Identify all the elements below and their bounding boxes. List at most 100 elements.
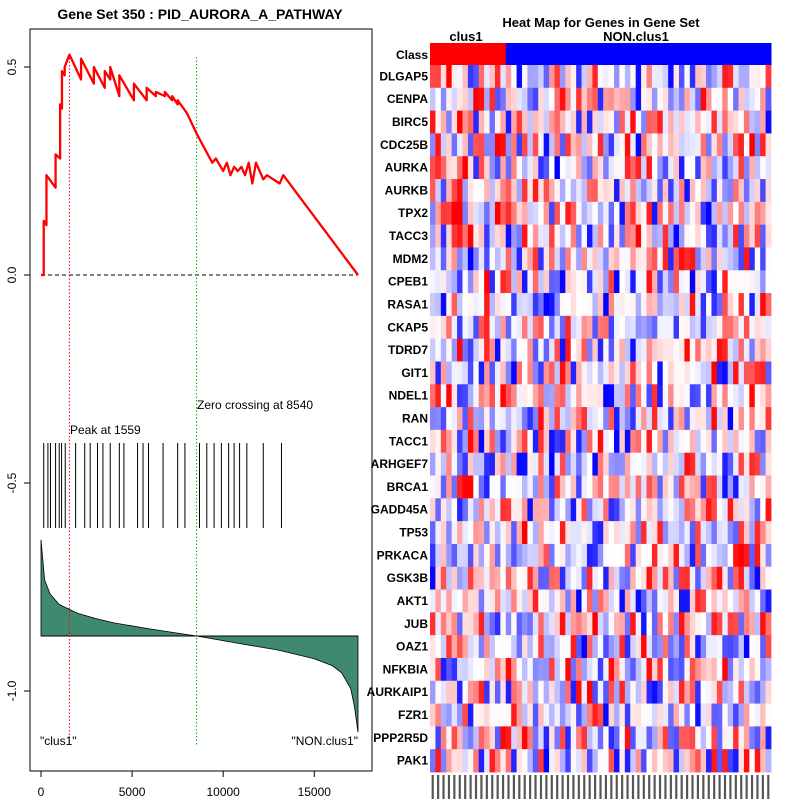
heatmap-cell xyxy=(689,407,696,431)
heatmap-cell xyxy=(678,270,685,294)
heatmap-cell xyxy=(430,361,436,385)
heatmap-cell xyxy=(484,65,490,89)
heatmap-cell xyxy=(706,589,712,613)
heatmap-cell xyxy=(608,247,615,271)
heatmap-cell xyxy=(576,247,582,271)
heatmap-cell xyxy=(754,521,761,545)
heatmap-cell xyxy=(614,384,620,408)
heatmap-cell xyxy=(484,270,490,294)
heatmap-cell xyxy=(738,635,745,659)
heatmap-cell xyxy=(467,87,474,112)
heatmap-cell xyxy=(630,726,637,750)
sample-label xyxy=(534,775,537,799)
heatmap-cell xyxy=(451,749,458,773)
heatmap-cell xyxy=(559,270,566,294)
heatmap-cell xyxy=(570,429,577,454)
heatmap-cell xyxy=(760,566,766,590)
heatmap-cell xyxy=(527,133,534,157)
heatmap-cell xyxy=(743,201,750,226)
heatmap-cell xyxy=(462,429,469,454)
heatmap-cell xyxy=(695,475,702,499)
gene-label: NDEL1 xyxy=(389,389,429,403)
heatmap-cell xyxy=(581,224,588,248)
heatmap-cell xyxy=(635,156,642,180)
heatmap-cell xyxy=(733,475,739,499)
heatmap-cell xyxy=(608,110,615,134)
gene-label: CPEB1 xyxy=(388,275,428,289)
heatmap-cell xyxy=(457,703,463,727)
heatmap-cell xyxy=(706,247,712,271)
heatmap-cell xyxy=(760,270,766,294)
heatmap-cell xyxy=(446,452,453,476)
heatmap-cell xyxy=(494,361,501,385)
heatmap-cell xyxy=(760,247,766,271)
heatmap-cell xyxy=(484,133,490,157)
heatmap-cell xyxy=(635,749,642,773)
heatmap-cell xyxy=(473,87,480,112)
heatmap-cell xyxy=(749,133,756,157)
heatmap-cell xyxy=(543,201,550,226)
heatmap-cell xyxy=(543,156,550,180)
heatmap-cell xyxy=(743,521,750,545)
heatmap-cell xyxy=(511,201,518,226)
heatmap-cell xyxy=(538,201,545,226)
heatmap-cell xyxy=(733,338,739,362)
heatmap-cell xyxy=(576,338,582,362)
heatmap-cell xyxy=(478,110,485,134)
heatmap-cell xyxy=(754,543,761,568)
heatmap-cell xyxy=(641,475,647,499)
heatmap-cell xyxy=(651,521,658,545)
heatmap-cell xyxy=(749,429,756,454)
heatmap-cell xyxy=(635,589,642,613)
heatmap-cell xyxy=(608,361,615,385)
heatmap-cell xyxy=(716,429,723,454)
heatmap-cell xyxy=(754,657,761,682)
heatmap-cell xyxy=(581,87,588,112)
heatmap-cell xyxy=(532,179,539,203)
heatmap-cell xyxy=(554,384,561,408)
heatmap-cell xyxy=(467,247,474,271)
heatmap-cell xyxy=(630,407,637,431)
heatmap-cell xyxy=(743,224,750,248)
heatmap-cell xyxy=(706,201,712,226)
heatmap-cell xyxy=(522,521,528,545)
y-tick-label: 0.5 xyxy=(5,58,19,75)
heatmap-cell xyxy=(527,293,534,317)
heatmap-cell xyxy=(549,293,555,317)
heatmap-cell xyxy=(462,133,469,157)
heatmap-cell xyxy=(489,133,496,157)
heatmap-cell xyxy=(678,156,685,180)
heatmap-cell xyxy=(673,680,680,704)
heatmap-cell xyxy=(765,384,772,408)
heatmap-cell xyxy=(684,384,691,408)
heatmap-cell xyxy=(451,179,458,203)
heatmap-cell xyxy=(635,65,642,89)
heatmap-cell xyxy=(462,338,469,362)
class-row-label: Class xyxy=(396,48,428,62)
heatmap-cell xyxy=(749,338,756,362)
heatmap-cell xyxy=(565,179,572,203)
heatmap-cell xyxy=(733,87,739,112)
heatmap-cell xyxy=(603,407,610,431)
heatmap-cell xyxy=(516,680,523,704)
heatmap-cell xyxy=(592,338,599,362)
heatmap-cell xyxy=(505,407,512,431)
heatmap-cell xyxy=(559,87,566,112)
heatmap-cell xyxy=(722,407,729,431)
heatmap-cell xyxy=(608,156,615,180)
heatmap-cell xyxy=(624,657,631,682)
heatmap-cell xyxy=(700,475,707,499)
heatmap-cells xyxy=(430,65,772,773)
heatmap-cell xyxy=(554,224,561,248)
heatmap-cell xyxy=(549,65,555,89)
heatmap-cell xyxy=(722,384,729,408)
heatmap-cell xyxy=(657,726,664,750)
heatmap-cell xyxy=(522,749,528,773)
heatmap-cell xyxy=(695,133,702,157)
heatmap-cell xyxy=(532,635,539,659)
heatmap-cell xyxy=(543,338,550,362)
heatmap-cell xyxy=(478,65,485,89)
heatmap-cell xyxy=(673,612,680,636)
heatmap-cell xyxy=(559,224,566,248)
heatmap-cell xyxy=(554,201,561,226)
